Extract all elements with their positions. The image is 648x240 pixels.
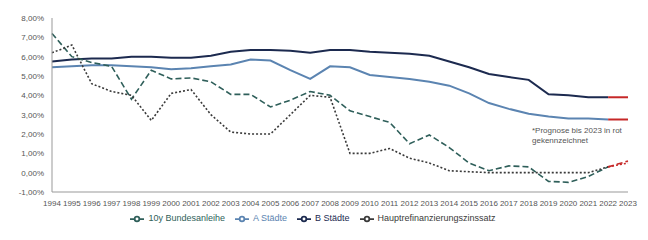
svg-text:2012: 2012 [401, 199, 419, 208]
svg-text:2015: 2015 [460, 199, 478, 208]
svg-text:3,00%: 3,00% [21, 111, 44, 120]
svg-text:1998: 1998 [123, 199, 141, 208]
svg-text:1,00%: 1,00% [21, 149, 44, 158]
svg-text:2006: 2006 [281, 199, 299, 208]
svg-text:5,00%: 5,00% [21, 72, 44, 81]
svg-text:2016: 2016 [480, 199, 498, 208]
svg-text:2000: 2000 [162, 199, 180, 208]
svg-text:2021: 2021 [579, 199, 597, 208]
html-text:10y Bundesanleihe: 10y Bundesanleihe [148, 213, 225, 224]
svg-text:7,00%: 7,00% [21, 33, 44, 42]
svg-text:2014: 2014 [440, 199, 458, 208]
svg-text:2002: 2002 [202, 199, 220, 208]
svg-text:2022: 2022 [599, 199, 617, 208]
svg-text:2019: 2019 [540, 199, 558, 208]
svg-text:2009: 2009 [341, 199, 359, 208]
svg-text:4,00%: 4,00% [21, 91, 44, 100]
svg-text:1997: 1997 [103, 199, 121, 208]
svg-text:2013: 2013 [420, 199, 438, 208]
svg-text:2018: 2018 [520, 199, 538, 208]
svg-text:2003: 2003 [222, 199, 240, 208]
svg-text:2,00%: 2,00% [21, 130, 44, 139]
svg-text:2004: 2004 [242, 199, 260, 208]
html-text:*Prognose bis 2023 in rot geke: *Prognose bis 2023 in rot gekennzeichnet [532, 126, 622, 145]
svg-text:8,00%: 8,00% [21, 14, 44, 23]
svg-text:2023: 2023 [619, 199, 637, 208]
svg-text:2007: 2007 [301, 199, 319, 208]
svg-text:2020: 2020 [560, 199, 578, 208]
svg-text:1994: 1994 [43, 199, 61, 208]
html-text:Hauptrefinanzierungszinssatz: Hauptrefinanzierungszinssatz [377, 213, 496, 224]
svg-text:2008: 2008 [321, 199, 339, 208]
svg-text:1995: 1995 [63, 199, 81, 208]
html-text:B Städte: B Städte [315, 213, 350, 224]
svg-text:2005: 2005 [262, 199, 280, 208]
svg-text:2011: 2011 [381, 199, 399, 208]
svg-text:2017: 2017 [500, 199, 518, 208]
svg-text:-1,00%: -1,00% [19, 188, 44, 197]
html-text:A Städte: A Städte [253, 213, 287, 224]
svg-text:0,00%: 0,00% [21, 169, 44, 178]
svg-text:1999: 1999 [142, 199, 160, 208]
svg-text:6,00%: 6,00% [21, 53, 44, 62]
svg-text:1996: 1996 [83, 199, 101, 208]
svg-text:2001: 2001 [182, 199, 200, 208]
svg-text:2010: 2010 [361, 199, 379, 208]
